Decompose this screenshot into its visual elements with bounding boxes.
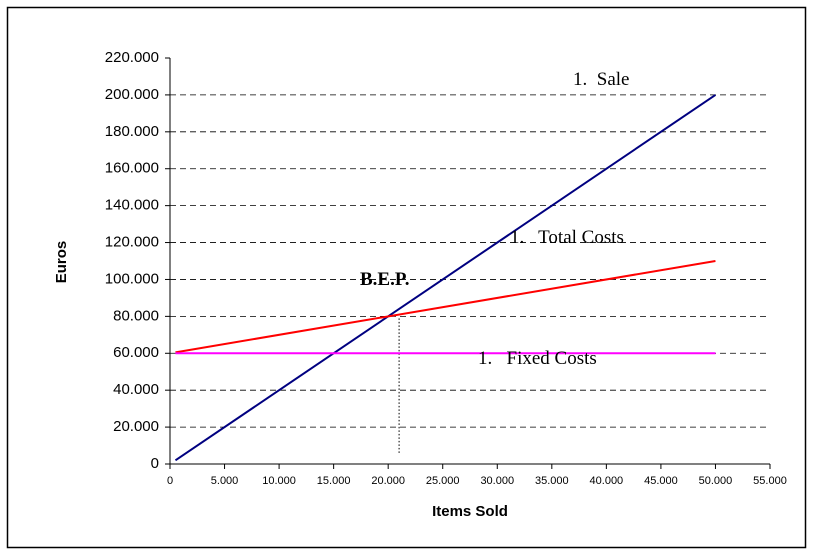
series-label: 1. Total Costs (510, 227, 624, 248)
y-tick-label: 60.000 (113, 344, 159, 361)
x-axis-title: Items Sold (432, 503, 508, 520)
x-tick-label: 40.000 (590, 475, 624, 487)
y-tick-label: 200.000 (105, 86, 159, 103)
y-tick-label: 0 (151, 455, 159, 472)
y-tick-label: 120.000 (105, 234, 159, 251)
series-label: 1. Fixed Costs (478, 348, 597, 369)
x-tick-label: 30.000 (480, 475, 514, 487)
y-tick-label: 40.000 (113, 381, 159, 398)
x-tick-label: 10.000 (262, 475, 296, 487)
x-tick-label: 15.000 (317, 475, 351, 487)
series-line (174, 94, 717, 462)
y-tick-label: 220.000 (105, 49, 159, 66)
y-tick-label: 80.000 (113, 307, 159, 324)
series-line (175, 260, 716, 354)
x-tick-label: 50.000 (699, 475, 733, 487)
y-tick-label: 180.000 (105, 123, 159, 140)
y-tick-label: 160.000 (105, 160, 159, 177)
x-tick-label: 35.000 (535, 475, 569, 487)
x-tick-label: 0 (167, 475, 173, 487)
y-axis-title: Euros (53, 241, 70, 284)
x-tick-label: 25.000 (426, 475, 460, 487)
chart-border (6, 6, 807, 549)
x-tick-label: 20.000 (371, 475, 405, 487)
series-label: 1. Sale (573, 69, 629, 90)
y-tick-label: 20.000 (113, 418, 159, 435)
x-tick-label: 55.000 (753, 475, 787, 487)
x-tick-label: 45.000 (644, 475, 678, 487)
y-tick-label: 100.000 (105, 270, 159, 287)
x-tick-label: 5.000 (211, 475, 239, 487)
annotation-label: B.E.P. (360, 269, 409, 290)
y-tick-label: 140.000 (105, 197, 159, 214)
